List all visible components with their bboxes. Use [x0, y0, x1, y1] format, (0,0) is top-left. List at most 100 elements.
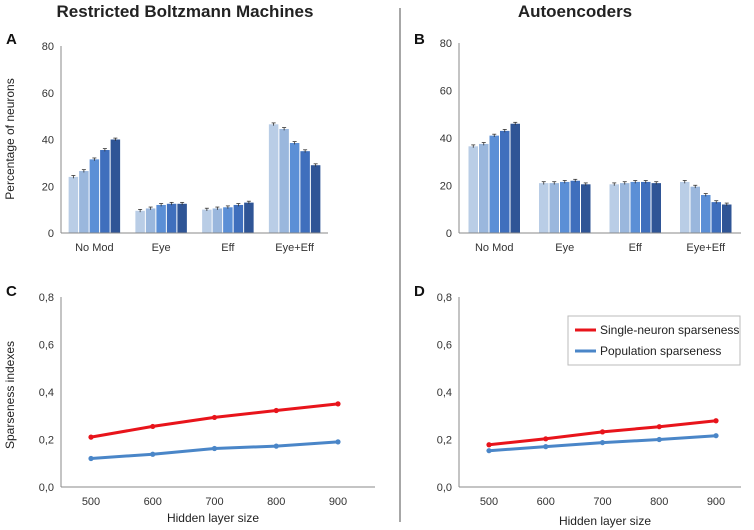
- chart-a-bar: [223, 207, 233, 233]
- chart-b-ytick-label: 20: [440, 181, 452, 193]
- chart-c-ytick-label: 0,4: [39, 387, 54, 399]
- chart-a-ytick-label: 60: [42, 88, 54, 100]
- chart-a-bar: [177, 203, 187, 233]
- chart-a-bar: [89, 159, 100, 233]
- left-title: Restricted Boltzmann Machines: [57, 2, 314, 21]
- chart-c-series-line: [90, 402, 339, 439]
- chart-c-data-point: [88, 455, 94, 462]
- panel-letter-a: A: [6, 31, 17, 48]
- chart-d-data-point: [543, 436, 549, 442]
- chart-c-data-point: [335, 401, 341, 407]
- chart-a-bar: [166, 203, 177, 233]
- chart-b-bar: [549, 183, 559, 233]
- chart-d-data-point: [543, 444, 549, 450]
- chart-a-bar: [135, 210, 145, 233]
- chart-b-bar: [651, 183, 661, 233]
- chart-a-category-label: Eff: [221, 242, 235, 254]
- chart-c-ylabel: Sparseness indexes: [3, 341, 17, 449]
- chart-b-ytick-label: 40: [440, 133, 452, 145]
- chart-d-ytick-label: 0,0: [437, 482, 452, 494]
- chart-b-bar: [680, 181, 690, 233]
- chart-c-ytick-label: 0,6: [39, 340, 54, 352]
- chart-b-bar: [701, 195, 711, 233]
- chart-c-data-point: [211, 414, 218, 421]
- chart-a-bar: [279, 128, 289, 233]
- legend-label-single-neuron: Single-neuron sparseness: [600, 323, 739, 337]
- chart-c-xtick-label: 700: [205, 496, 223, 508]
- chart-c-data-point: [150, 451, 156, 457]
- chart-a-bar: [300, 151, 310, 233]
- chart-b: 0 20 40 60 80 No Mod Eye Eff Eye+Eff: [440, 38, 741, 254]
- chart-c-data-point: [150, 423, 156, 430]
- chart-c-ytick-label: 0,8: [39, 292, 54, 304]
- chart-a-bar: [156, 204, 166, 233]
- chart-a-bar: [310, 165, 321, 233]
- chart-d-ytick-label: 0,4: [437, 387, 452, 399]
- chart-d-ytick-label: 0,6: [437, 340, 452, 352]
- chart-b-bar: [630, 181, 640, 233]
- chart-a-ytick-label: 80: [42, 41, 54, 53]
- chart-d-data-point: [656, 424, 662, 430]
- chart-b-category-label: Eye+Eff: [686, 242, 726, 254]
- chart-a-bar: [110, 139, 121, 233]
- chart-c-data-point: [273, 407, 279, 414]
- chart-c-xlabel: Hidden layer size: [167, 511, 259, 525]
- chart-d-xtick-label: 500: [480, 496, 498, 508]
- chart-b-category-label: No Mod: [475, 242, 514, 254]
- chart-c-xtick-label: 500: [82, 496, 100, 508]
- chart-a-bar: [244, 202, 254, 233]
- chart-b-bar: [479, 143, 489, 233]
- chart-b-bar: [489, 135, 499, 233]
- chart-d-data-point: [486, 448, 492, 454]
- chart-c-data-point: [273, 443, 279, 449]
- legend-box: [567, 315, 741, 366]
- chart-a-bar: [79, 171, 89, 233]
- chart-d-ytick-label: 0,2: [437, 435, 452, 447]
- chart-a-category-label: Eye: [152, 242, 171, 254]
- chart-b-category-label: Eye: [555, 242, 574, 254]
- chart-b-bar: [468, 146, 478, 233]
- chart-d: 0,0 0,2 0,4 0,6 0,8 500 600 700 800 900: [437, 292, 741, 508]
- chart-a-bar: [145, 208, 156, 233]
- chart-b-bar: [570, 180, 580, 233]
- chart-b-ytick-label: 80: [440, 38, 452, 50]
- chart-b-bar: [581, 184, 591, 233]
- chart-a-ytick-label: 0: [48, 228, 54, 240]
- chart-b-category-label: Eff: [629, 242, 643, 254]
- chart-d-data-point: [486, 442, 492, 448]
- legend-label-population: Population sparseness: [600, 344, 721, 358]
- chart-d-data-point: [656, 436, 662, 443]
- chart-c-xtick-label: 600: [144, 496, 162, 508]
- chart-d-xtick-label: 700: [593, 496, 611, 508]
- chart-a-bar: [68, 176, 79, 233]
- chart-d-data-point: [713, 418, 719, 424]
- chart-a-bar: [202, 209, 212, 233]
- chart-b-ytick-label: 0: [446, 228, 452, 240]
- chart-b-bar: [690, 186, 700, 233]
- chart-a-bar: [212, 208, 223, 233]
- chart-d-xtick-label: 600: [537, 496, 555, 508]
- chart-a-bar: [289, 143, 300, 233]
- chart-b-bar: [510, 123, 520, 233]
- chart-d-data-point: [599, 439, 606, 446]
- chart-a-category-label: Eye+Eff: [275, 242, 315, 254]
- chart-c-data-point: [211, 445, 218, 452]
- chart-b-bar: [641, 181, 651, 233]
- chart-b-bar: [620, 183, 630, 233]
- chart-c-ytick-label: 0,0: [39, 482, 54, 494]
- chart-b-bar: [539, 183, 549, 233]
- chart-b-bar: [609, 184, 619, 233]
- chart-c-data-point: [88, 434, 94, 440]
- chart-a-ytick-label: 20: [42, 181, 54, 193]
- chart-d-xtick-label: 800: [650, 496, 668, 508]
- chart-a-ytick-label: 40: [42, 135, 54, 147]
- chart-d-ytick-label: 0,8: [437, 292, 452, 304]
- chart-c-data-point: [335, 439, 341, 445]
- panel-letter-c: C: [6, 283, 17, 300]
- chart-c: 0,0 0,2 0,4 0,6 0,8 500 600 700 800 900: [39, 292, 375, 508]
- chart-d-xtick-label: 900: [707, 496, 725, 508]
- chart-a-bar: [268, 124, 279, 233]
- chart-a-bar: [233, 204, 244, 233]
- chart-a-ylabel: Percentage of neurons: [3, 78, 17, 199]
